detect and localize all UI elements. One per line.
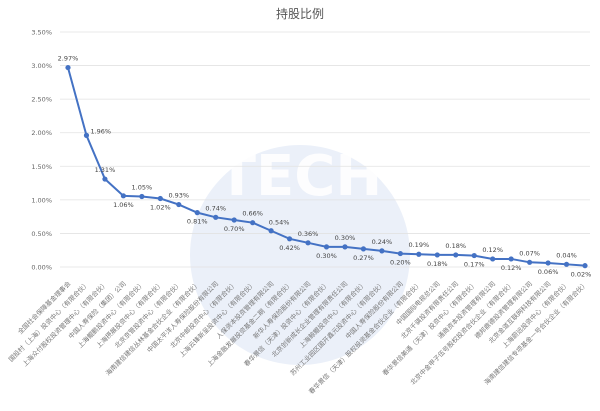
data-label: 1.96% — [90, 127, 111, 135]
data-label: 0.17% — [464, 261, 485, 269]
data-label: 0.20% — [390, 259, 411, 267]
data-point — [453, 252, 459, 258]
data-point — [176, 201, 182, 208]
data-label: 0.12% — [482, 246, 503, 254]
data-point — [379, 248, 385, 254]
y-tick-label: 3.50% — [31, 29, 52, 37]
y-tick-label: 0.50% — [31, 230, 52, 238]
data-point — [342, 244, 348, 250]
chart-title: 持股比例 — [276, 6, 324, 21]
data-point — [323, 244, 330, 250]
data-label: 0.93% — [168, 192, 189, 200]
data-label: 0.18% — [445, 242, 466, 250]
y-tick-label: 3.00% — [31, 62, 52, 70]
data-label: 0.27% — [353, 254, 374, 262]
data-label: 1.31% — [95, 166, 116, 174]
data-label: 0.02% — [571, 271, 592, 279]
data-point — [139, 193, 145, 200]
data-label: 0.74% — [205, 204, 226, 212]
data-label: 0.07% — [519, 249, 540, 257]
watermark-text: TECH — [218, 144, 382, 209]
gridlines — [60, 31, 590, 268]
data-label: 1.05% — [132, 184, 153, 192]
data-point — [563, 261, 570, 267]
data-label: 0.12% — [501, 264, 522, 272]
data-label: 0.24% — [372, 238, 393, 246]
data-point — [508, 256, 514, 262]
data-label: 0.06% — [538, 268, 559, 276]
data-point — [545, 260, 551, 266]
data-label: 0.04% — [556, 251, 577, 259]
data-label: 0.18% — [427, 260, 448, 268]
data-label: 0.30% — [335, 234, 356, 242]
data-label: 0.36% — [298, 230, 319, 238]
data-label: 0.54% — [269, 219, 290, 227]
data-point — [416, 251, 422, 257]
data-label: 0.30% — [316, 252, 337, 260]
data-point — [490, 256, 496, 262]
y-tick-label: 1.00% — [31, 196, 52, 204]
data-label: 2.97% — [58, 55, 79, 63]
data-point — [360, 246, 367, 252]
data-point — [213, 214, 219, 220]
data-point — [120, 193, 126, 199]
data-label: 0.70% — [224, 225, 245, 233]
data-label: 0.42% — [279, 244, 300, 252]
data-point — [250, 220, 256, 226]
x-tick-label: 国投村（上海）投资中心（有限合伙） — [6, 279, 90, 363]
data-point — [65, 64, 71, 71]
y-tick-label: 2.50% — [31, 96, 52, 104]
y-tick-label: 1.50% — [31, 163, 52, 171]
data-point — [157, 195, 163, 202]
data-point — [305, 240, 311, 246]
data-point — [83, 132, 90, 138]
data-point — [434, 252, 440, 258]
data-point — [286, 236, 293, 242]
data-point — [527, 259, 533, 265]
data-point — [231, 217, 237, 223]
data-labels: 2.97% 1.96% 1.31% 1.06% 1.05% 1.02% 0.93% 0.81%… — [58, 55, 592, 279]
data-point — [471, 252, 477, 259]
y-axis-ticks: 0.00% 0.50% 1.00% 1.50% 2.00% 2.50% 3.00% 3.50% — [31, 29, 52, 272]
data-point — [194, 210, 200, 216]
y-tick-label: 2.00% — [31, 129, 52, 137]
data-label: 0.66% — [242, 210, 263, 218]
data-points — [65, 64, 588, 269]
data-label: 1.02% — [150, 204, 171, 212]
y-tick-label: 0.00% — [31, 264, 52, 272]
data-label: 1.06% — [113, 201, 134, 209]
data-label: 0.81% — [187, 218, 208, 226]
data-point — [268, 228, 274, 234]
data-label: 0.19% — [408, 241, 429, 249]
data-point — [582, 263, 588, 269]
data-point — [102, 176, 108, 182]
data-point — [397, 250, 403, 257]
